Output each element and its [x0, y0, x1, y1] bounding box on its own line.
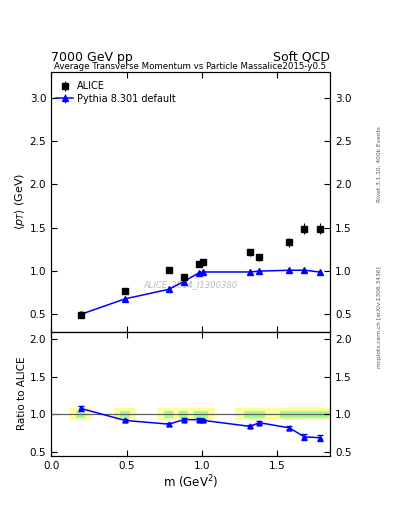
Bar — [114, 409, 136, 420]
Bar — [179, 411, 188, 418]
Legend: ALICE, Pythia 8.301 default: ALICE, Pythia 8.301 default — [54, 79, 178, 106]
Text: Rivet 3.1.10, 400k Events: Rivet 3.1.10, 400k Events — [377, 126, 382, 202]
Bar — [267, 409, 312, 420]
Text: mcplots.cern.ch [arXiv:1306.3436]: mcplots.cern.ch [arXiv:1306.3436] — [377, 267, 382, 368]
Text: 7000 GeV pp: 7000 GeV pp — [51, 51, 133, 64]
Y-axis label: Ratio to ALICE: Ratio to ALICE — [17, 357, 27, 431]
Bar — [121, 411, 130, 418]
Text: ALICE_2014_I1300380: ALICE_2014_I1300380 — [143, 281, 238, 289]
Bar — [280, 411, 298, 418]
X-axis label: m (GeV$^2$): m (GeV$^2$) — [163, 473, 219, 491]
Bar — [195, 411, 204, 418]
Bar — [244, 409, 274, 420]
Bar — [69, 409, 92, 420]
Bar — [164, 411, 173, 418]
Bar — [235, 409, 265, 420]
Text: Average Transverse Momentum vs Particle Massalice2015-y0.5: Average Transverse Momentum vs Particle … — [54, 62, 326, 71]
Bar — [76, 411, 85, 418]
Bar — [244, 411, 256, 418]
Bar — [297, 409, 342, 420]
Bar — [282, 409, 327, 420]
Text: Soft QCD: Soft QCD — [273, 51, 330, 64]
Bar — [253, 411, 265, 418]
Bar — [173, 409, 195, 420]
Bar — [296, 411, 314, 418]
Bar — [158, 409, 180, 420]
Bar — [199, 411, 208, 418]
Y-axis label: $\langle p_T \rangle$ (GeV): $\langle p_T \rangle$ (GeV) — [13, 173, 27, 230]
Bar — [187, 409, 210, 420]
Bar — [310, 411, 329, 418]
Bar — [192, 409, 215, 420]
